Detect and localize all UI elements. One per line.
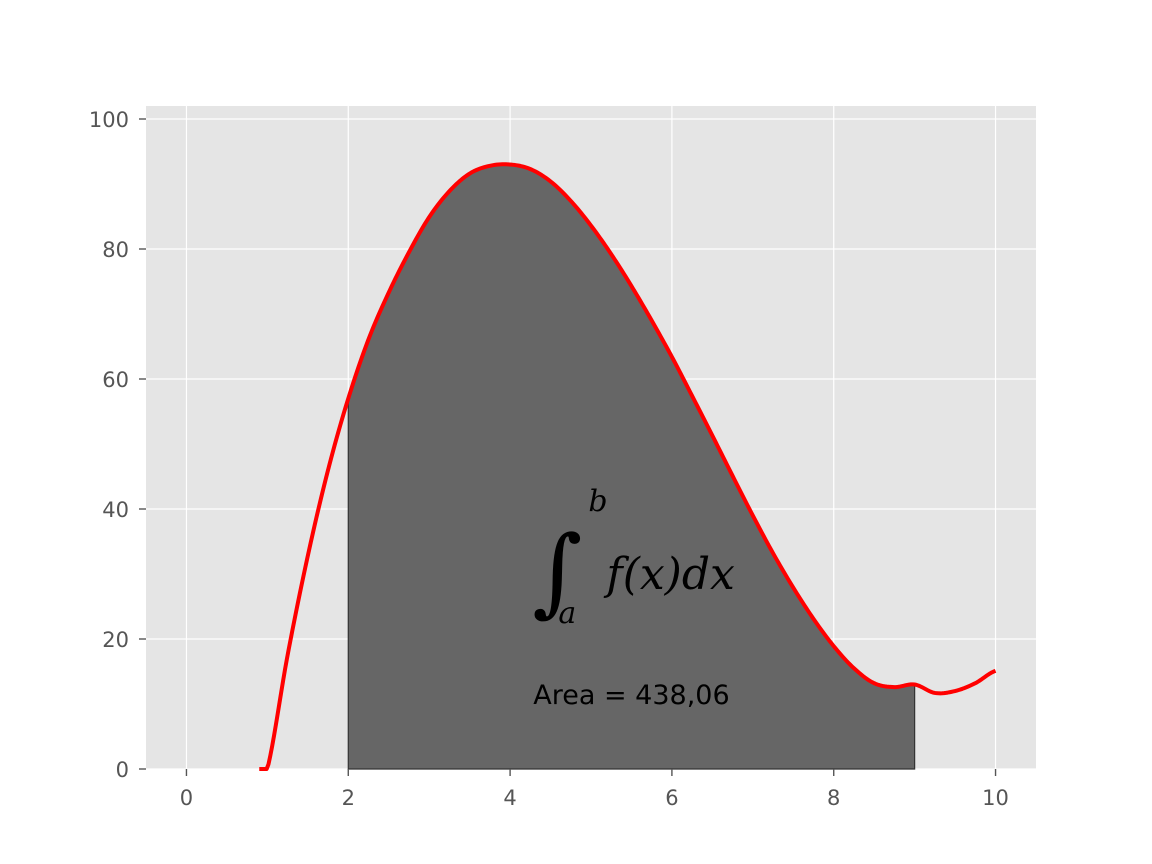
y-tick-label: 40 xyxy=(102,498,129,522)
x-tick-label: 0 xyxy=(180,786,193,810)
x-tick-label: 4 xyxy=(503,786,516,810)
integral-sign: ∫ xyxy=(532,515,582,627)
y-tick-label: 80 xyxy=(102,238,129,262)
y-tick-label: 0 xyxy=(116,758,129,782)
integral-formula: ∫ b a f(x)dx xyxy=(532,484,735,631)
integral-upper-limit: b xyxy=(588,484,607,519)
y-tick-label: 60 xyxy=(102,368,129,392)
integrand: f(x)dx xyxy=(603,549,735,600)
x-tick-label: 10 xyxy=(982,786,1009,810)
function-curve xyxy=(259,162,997,771)
area-label: Area = 438,06 xyxy=(533,680,729,711)
y-tick-label: 20 xyxy=(102,628,129,652)
y-tick-label: 100 xyxy=(89,108,129,132)
x-tick-label: 8 xyxy=(827,786,840,810)
x-tick-label: 6 xyxy=(665,786,678,810)
x-tick-label: 2 xyxy=(342,786,355,810)
integral-lower-limit: a xyxy=(558,596,576,631)
